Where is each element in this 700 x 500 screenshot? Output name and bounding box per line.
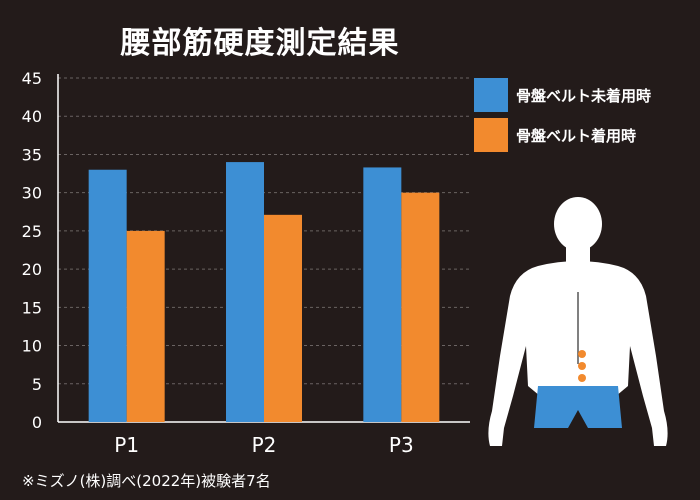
y-tick-label: 40	[22, 107, 42, 126]
body-neck	[566, 244, 590, 264]
y-tick-label: 35	[22, 145, 42, 164]
x-tick-label: P3	[389, 433, 414, 457]
marker-p2	[578, 362, 586, 370]
legend-label-series-1: 骨盤ベルト未着用時	[516, 86, 652, 105]
marker-p1	[578, 374, 586, 382]
marker-label-p2: P2	[588, 362, 600, 373]
footnote: ※ミズノ(株)調べ(2022年)被験者7名	[22, 472, 271, 490]
body-head	[554, 197, 602, 251]
y-tick-label: 20	[22, 260, 42, 279]
bar-series1-p2	[226, 162, 264, 423]
legend: 骨盤ベルト未着用時 骨盤ベルト着用時	[474, 78, 651, 158]
y-tick-label: 0	[32, 413, 42, 432]
y-tick-label: 15	[22, 298, 42, 317]
human-back-illustration: P3 P2 P1	[488, 197, 668, 446]
y-tick-label: 45	[22, 69, 42, 88]
bar-series2-p3	[401, 192, 440, 422]
bar-series1-p3	[363, 167, 402, 422]
legend-swatch-orange	[474, 118, 508, 152]
marker-label-p3: P3	[588, 350, 600, 361]
chart-title: 腰部筋硬度測定結果	[120, 26, 400, 61]
bar-series2-p1	[126, 230, 165, 422]
x-tick-label: P1	[114, 433, 139, 457]
y-tick-label: 5	[32, 375, 42, 394]
marker-label-p1: P1	[588, 374, 600, 385]
legend-item-series-2: 骨盤ベルト着用時	[474, 118, 651, 152]
y-tick-label: 25	[22, 222, 42, 241]
x-tick-label: P2	[252, 433, 277, 457]
legend-item-series-1: 骨盤ベルト未着用時	[474, 78, 651, 112]
y-tick-label: 10	[22, 337, 42, 356]
legend-label-series-2: 骨盤ベルト着用時	[516, 126, 637, 145]
legend-swatch-blue	[474, 78, 508, 112]
body-shorts	[534, 386, 622, 428]
bar-series1-p1	[88, 169, 127, 422]
y-tick-label: 30	[22, 184, 42, 203]
marker-p3	[578, 350, 586, 358]
bar-series2-p2	[264, 214, 302, 422]
